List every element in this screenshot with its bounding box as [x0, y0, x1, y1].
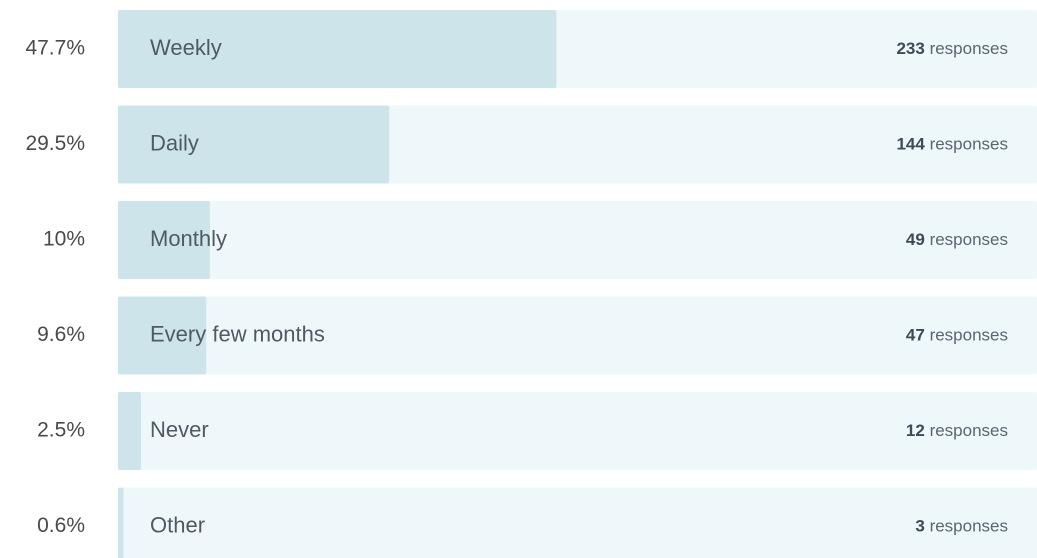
response-count: 3 responses	[915, 517, 1008, 536]
response-count-number: 47	[906, 326, 925, 345]
bar-track	[118, 296, 1037, 375]
bar	[118, 10, 557, 88]
response-count-number: 233	[896, 39, 924, 58]
response-count: 233 responses	[896, 39, 1008, 58]
bar	[118, 487, 124, 558]
response-count: 47 responses	[906, 326, 1008, 345]
bar-track	[118, 392, 1037, 470]
response-count-unit: responses	[930, 421, 1008, 440]
bar-track	[118, 201, 1037, 279]
response-count-number: 49	[906, 230, 925, 249]
percent-label: 29.5%	[25, 132, 85, 155]
response-count: 12 responses	[906, 421, 1008, 440]
percent-label: 2.5%	[37, 419, 85, 442]
bar-track	[118, 487, 1037, 558]
percent-label: 9.6%	[37, 323, 85, 346]
category-label: Weekly	[150, 35, 222, 60]
category-label: Daily	[150, 130, 199, 155]
response-count-number: 144	[896, 135, 925, 154]
response-count-number: 3	[915, 517, 924, 536]
response-count-unit: responses	[930, 230, 1008, 249]
response-count-unit: responses	[930, 135, 1008, 154]
response-count-unit: responses	[930, 39, 1008, 58]
bar	[118, 201, 210, 279]
category-label: Monthly	[150, 226, 227, 251]
category-label: Other	[150, 512, 205, 537]
response-count: 49 responses	[906, 230, 1008, 249]
percent-label: 47.7%	[25, 37, 85, 60]
category-label: Every few months	[150, 321, 325, 346]
response-count-number: 12	[906, 421, 925, 440]
bar	[118, 296, 207, 375]
percent-label: 10%	[43, 228, 85, 251]
bar	[118, 105, 390, 184]
bar	[118, 392, 141, 470]
category-label: Never	[150, 417, 209, 442]
response-count: 144 responses	[896, 135, 1008, 154]
response-count-unit: responses	[930, 517, 1008, 536]
response-count-unit: responses	[930, 326, 1008, 345]
percent-label: 0.6%	[37, 514, 85, 537]
